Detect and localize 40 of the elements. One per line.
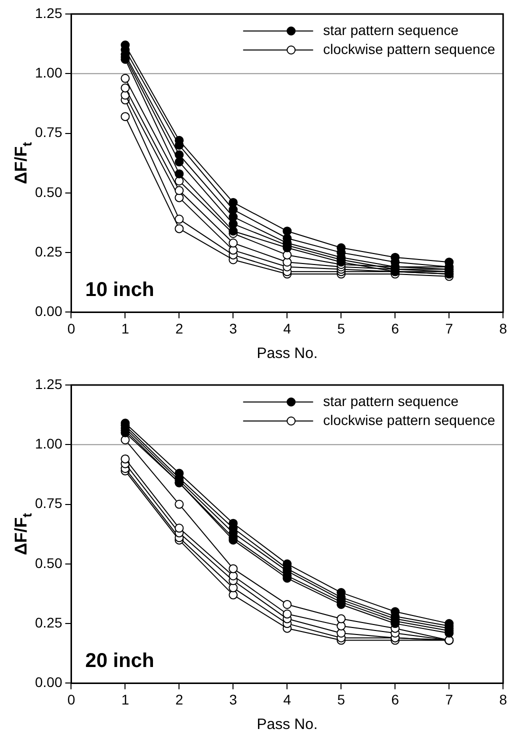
y-tick-label: 0.75 <box>35 495 62 512</box>
x-tick-label: 7 <box>445 320 454 336</box>
y-tick-label: 1.00 <box>35 436 62 452</box>
y-tick-label: 1.25 <box>35 376 62 392</box>
x-tick-label: 6 <box>391 691 400 708</box>
y-tick-label: 0.25 <box>35 614 62 630</box>
y-tick-label: 0.00 <box>35 674 62 690</box>
y-axis-title: ΔF/Ft <box>12 141 35 184</box>
y-tick-label: 0.25 <box>35 243 62 260</box>
x-axis-title: Pass No. <box>256 716 318 734</box>
x-tick-label: 7 <box>445 691 454 708</box>
x-tick-label: 2 <box>175 320 184 336</box>
y-axis-title: ΔF/Ft <box>12 512 35 556</box>
y-tick-label: 0.75 <box>35 124 62 140</box>
x-tick-label: 2 <box>175 691 184 708</box>
y-tick-label: 1.00 <box>35 64 62 80</box>
x-tick-label: 3 <box>229 320 238 336</box>
x-tick-label: 8 <box>499 691 508 708</box>
x-tick-label: 8 <box>499 320 508 336</box>
y-tick-label: 1.25 <box>35 4 62 21</box>
annotation: 10 inch <box>85 279 154 302</box>
legend-label: star pattern sequence <box>323 392 459 409</box>
x-tick-label: 1 <box>121 691 130 708</box>
x-tick-label: 5 <box>337 691 346 708</box>
x-tick-label: 4 <box>283 691 292 708</box>
legend-label: clockwise pattern sequence <box>323 412 496 428</box>
x-tick-label: 3 <box>229 691 238 708</box>
annotation: 20 inch <box>85 650 154 672</box>
x-tick-label: 5 <box>337 320 346 336</box>
legend-label: star pattern sequence <box>323 22 459 38</box>
x-axis-title: Pass No. <box>256 345 318 362</box>
x-tick-label: 6 <box>391 320 400 336</box>
y-tick-label: 0.50 <box>35 554 62 571</box>
y-tick-label: 0.00 <box>35 303 62 320</box>
x-tick-label: 0 <box>67 691 76 708</box>
x-tick-label: 4 <box>283 320 292 336</box>
y-tick-label: 0.50 <box>35 184 62 200</box>
legend-label: clockwise pattern sequence <box>323 40 496 57</box>
x-tick-label: 1 <box>121 320 130 336</box>
x-tick-label: 0 <box>67 320 76 336</box>
